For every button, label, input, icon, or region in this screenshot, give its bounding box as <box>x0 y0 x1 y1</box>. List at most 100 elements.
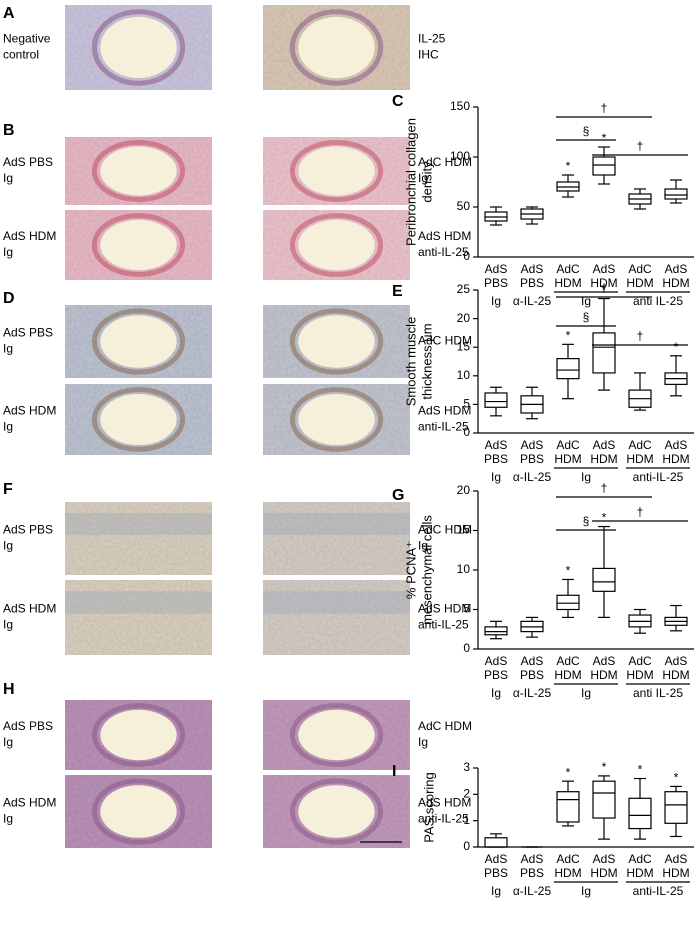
box <box>592 567 616 592</box>
image-caption: AdS PBS <box>3 719 53 733</box>
x-tick-label: PBS <box>484 668 508 682</box>
x-tick-label: AdC <box>628 852 652 866</box>
comparison-label: § <box>583 124 590 138</box>
image-caption: AdS HDM <box>3 796 56 810</box>
image-caption: Ig <box>3 171 13 185</box>
x-tick-label: AdC <box>556 654 580 668</box>
y-tick-label: 5 <box>463 602 470 616</box>
significance-star: * <box>566 564 571 578</box>
image-caption: AdS PBS <box>3 155 53 169</box>
significance-star: * <box>566 329 571 343</box>
y-tick-label: 5 <box>463 397 470 411</box>
y-tick-label: 20 <box>457 311 471 325</box>
x-tick-label: AdS <box>485 262 508 276</box>
x-tick-label: AdS <box>521 852 544 866</box>
comparison-label: † <box>601 281 608 295</box>
airway-lumen <box>100 785 177 838</box>
image-caption: AdS HDM <box>3 404 56 418</box>
image-caption: Negative <box>3 32 51 46</box>
image-caption: AdS HDM <box>418 796 471 810</box>
x-tick-label: AdC <box>556 852 580 866</box>
group-label: anti IL-25 <box>633 686 683 700</box>
x-tick-label: PBS <box>484 276 508 290</box>
significance-star: * <box>638 763 643 777</box>
airway-lumen <box>100 219 177 271</box>
box <box>556 791 580 823</box>
x-tick-label: HDM <box>590 866 617 880</box>
x-tick-label: HDM <box>554 452 581 466</box>
x-tick-label: HDM <box>662 452 689 466</box>
group-label: Ig <box>491 294 501 308</box>
x-tick-label: AdS <box>593 852 616 866</box>
airway-wall <box>91 308 186 375</box>
significance-star: * <box>602 131 607 145</box>
x-tick-label: HDM <box>554 668 581 682</box>
comparison-label: † <box>637 505 644 519</box>
image-caption: AdS HDM <box>418 404 471 418</box>
panel-letter: I <box>392 763 396 780</box>
comparison-label: § <box>583 310 590 324</box>
group-label: α-IL-25 <box>513 294 552 308</box>
x-tick-label: HDM <box>590 276 617 290</box>
image-caption: Ig <box>3 342 13 356</box>
group-label: Ig <box>581 470 591 484</box>
airway-wall <box>289 387 384 452</box>
image-caption: Ig <box>3 539 13 553</box>
image-caption: AdC HDM <box>418 155 472 169</box>
box <box>592 780 616 819</box>
y-tick-label: 25 <box>457 282 471 296</box>
x-tick-label: HDM <box>626 276 653 290</box>
airway-wall <box>289 308 384 375</box>
airway-lumen <box>100 16 177 79</box>
airway-lumen <box>298 785 375 838</box>
box <box>484 392 508 408</box>
image-caption: anti-IL-25 <box>418 245 469 259</box>
image-caption: Ig <box>3 812 13 826</box>
airway-lumen <box>298 393 375 446</box>
x-tick-label: AdS <box>521 262 544 276</box>
comparison-label: † <box>601 481 608 495</box>
airway-wall <box>91 387 186 452</box>
group-label: α-IL-25 <box>513 686 552 700</box>
epithelium <box>65 512 212 535</box>
airway-lumen <box>298 16 375 79</box>
x-tick-label: AdS <box>521 438 544 452</box>
image-caption: Ig <box>418 735 428 749</box>
y-tick-label: 15 <box>457 339 471 353</box>
panel-letter: F <box>3 481 13 498</box>
airway-wall <box>91 703 186 767</box>
significance-star: * <box>602 760 607 774</box>
x-tick-label: PBS <box>520 452 544 466</box>
micrograph <box>263 502 410 575</box>
epithelium <box>263 591 410 614</box>
y-axis-label: density <box>419 161 434 203</box>
group-label: Ig <box>491 884 501 898</box>
y-axis-label: thickness µm <box>419 323 434 399</box>
x-tick-label: PBS <box>520 668 544 682</box>
box <box>628 797 652 830</box>
y-tick-label: 50 <box>457 199 471 213</box>
x-tick-label: AdS <box>521 654 544 668</box>
image-caption: AdS PBS <box>3 326 53 340</box>
image-caption: IHC <box>418 48 439 62</box>
y-tick-label: 0 <box>463 641 470 655</box>
group-label: Ig <box>491 470 501 484</box>
x-tick-label: AdS <box>665 438 688 452</box>
group-label: Ig <box>581 884 591 898</box>
micrograph <box>65 502 212 575</box>
image-caption: Ig <box>3 245 13 259</box>
micrograph <box>263 580 410 655</box>
group-label: Ig <box>581 686 591 700</box>
x-tick-label: PBS <box>484 452 508 466</box>
image-caption: anti-IL-25 <box>418 812 469 826</box>
x-tick-label: HDM <box>662 276 689 290</box>
x-tick-label: HDM <box>554 276 581 290</box>
image-caption: Ig <box>418 539 428 553</box>
comparison-label: † <box>601 101 608 115</box>
epithelium <box>263 512 410 535</box>
y-tick-label: 10 <box>457 562 471 576</box>
x-tick-label: HDM <box>626 866 653 880</box>
y-tick-label: 20 <box>457 483 471 497</box>
